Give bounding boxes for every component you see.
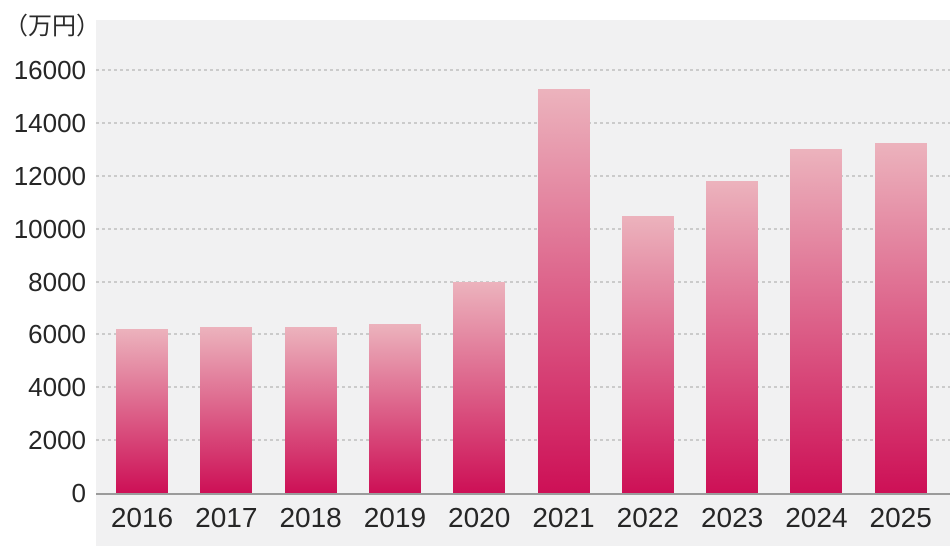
x-tick-label: 2021 [532,502,595,533]
gridline [96,439,950,442]
bar [621,215,674,493]
x-tick-label: 2017 [195,502,258,533]
bar [706,181,759,493]
y-tick-label: 12000 [13,160,86,191]
x-tick-label: 2023 [700,502,764,533]
x-tick-label: 2019 [363,502,427,533]
gridline [96,333,950,336]
y-tick-label: 14000 [13,108,86,139]
bar [874,142,927,493]
x-tick-label: 2025 [869,502,932,533]
bar [284,326,337,493]
y-tick-label: 4000 [28,372,86,403]
y-tick-label: 2000 [28,425,86,456]
gridline [96,69,950,72]
gridline [96,280,950,283]
bar [790,149,843,493]
y-axis-unit-label: （万円） [4,13,100,40]
gridline [96,386,950,389]
y-tick-label: 16000 [13,55,86,86]
y-tick-label: 6000 [28,319,86,350]
x-tick-label: 2018 [279,502,342,533]
x-axis-line [96,493,950,495]
gridline [96,174,950,177]
x-tick-label: 2022 [616,502,679,533]
y-tick-label: 0 [71,478,86,508]
bar [116,329,168,493]
gridline [96,122,950,125]
plot-area: 2016 2017 2018 2019 2020 2021 2022 2023 2024 2025 [96,20,950,546]
x-tick-label: 2016 [110,502,174,533]
bar [453,281,506,493]
bar [368,323,421,493]
y-tick-label: 8000 [28,266,86,297]
gridline [96,227,950,230]
x-tick-label: 2020 [448,502,511,533]
bar [537,88,590,493]
bar [200,326,253,493]
y-tick-label: 10000 [13,213,86,244]
x-tick-label: 2024 [785,502,848,533]
